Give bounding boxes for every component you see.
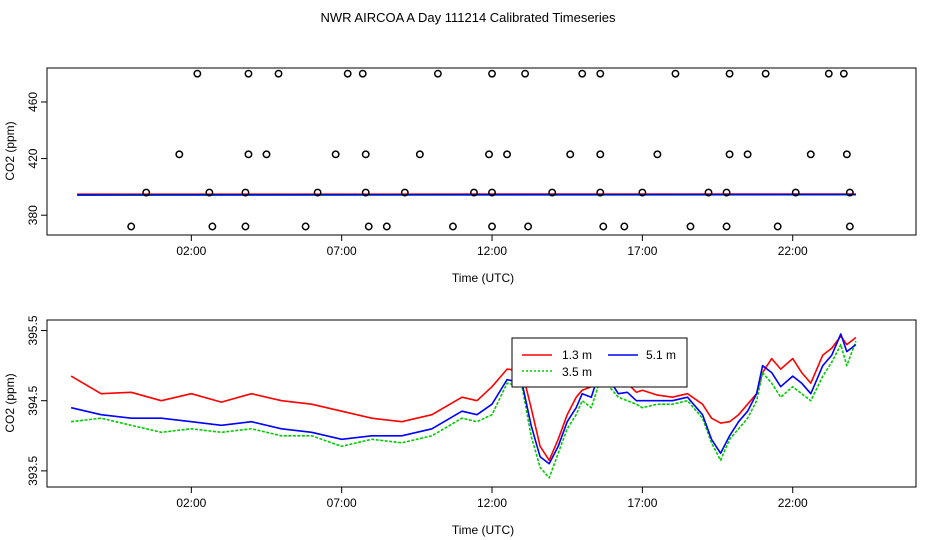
upper-y-tick-label: 420: [26, 148, 40, 168]
lower-x-tick-label: 17:00: [627, 496, 657, 510]
data-point: [470, 188, 478, 197]
legend: 1.3 m 5.1 m 3.5 m: [511, 337, 688, 388]
data-point: [761, 69, 770, 78]
data-point: [839, 69, 848, 78]
data-point: [845, 188, 854, 197]
data-point: [241, 222, 250, 231]
upper-y-tick-label: 460: [26, 92, 40, 112]
data-point: [127, 222, 136, 231]
data-point: [262, 150, 271, 159]
data-point: [244, 69, 253, 78]
data-point: [845, 222, 854, 231]
lower-y-tick-label: 394.5: [26, 385, 40, 415]
data-point: [566, 150, 575, 159]
data-point: [488, 188, 496, 197]
data-point: [521, 69, 530, 78]
data-point: [638, 188, 647, 197]
data-point: [620, 222, 629, 231]
data-point: [485, 150, 493, 159]
lower-x-tick-label: 12:00: [477, 496, 507, 510]
data-point: [433, 69, 442, 78]
data-point: [725, 69, 734, 78]
data-point: [361, 150, 370, 159]
data-point: [671, 69, 680, 78]
lower-plot-frame: [46, 319, 917, 488]
data-point: [208, 222, 217, 231]
data-point: [722, 222, 731, 231]
data-point: [244, 150, 253, 159]
lower-x-tick-label: 22:00: [778, 496, 808, 510]
data-point: [596, 69, 605, 78]
upper-x-tick-label: 22:00: [778, 244, 808, 258]
lower-series-line-3-5-m: [71, 340, 857, 479]
data-point: [343, 69, 352, 78]
lower-y-axis-label: CO2 (ppm): [3, 373, 17, 432]
data-point: [415, 150, 424, 159]
data-point: [806, 150, 815, 159]
data-point: [205, 188, 214, 197]
lower-series-line-5-1-m: [70, 333, 857, 465]
legend-box: [511, 337, 688, 388]
lower-x-axis-label: Time (UTC): [452, 523, 514, 537]
data-point: [448, 222, 457, 231]
lower-y-tick-label: 395.5: [26, 315, 40, 345]
data-point: [596, 150, 605, 159]
data-point: [241, 188, 250, 197]
data-point: [400, 188, 409, 197]
data-point: [503, 150, 512, 159]
lower-series-line-1-3-m: [70, 335, 857, 462]
data-point: [193, 69, 202, 78]
lower-y-tick-label: 393.5: [26, 456, 40, 486]
lower-axes: 02:00 07:00 12:00 17:00 22:00 393.5 394.5 395.5: [26, 315, 808, 510]
data-point: [175, 150, 184, 159]
data-point: [824, 69, 833, 78]
data-point: [722, 188, 731, 197]
lower-series-lines: [70, 333, 857, 479]
data-point: [686, 222, 695, 231]
data-point: [301, 222, 310, 231]
data-point: [313, 188, 322, 197]
data-point: [596, 188, 605, 197]
upper-plot-frame: [46, 67, 917, 236]
data-point: [791, 188, 800, 197]
data-point: [743, 150, 752, 159]
data-point: [488, 222, 496, 231]
legend-label-1-3m: 1.3 m: [562, 348, 592, 362]
upper-panel: 02:00 07:00 12:00 17:00 22:00 380 420 460 Time …: [3, 67, 917, 285]
data-point: [704, 188, 713, 197]
data-point: [548, 188, 557, 197]
upper-y-tick-label: 380: [26, 205, 40, 225]
data-point: [524, 222, 533, 231]
data-point: [842, 150, 851, 159]
data-point: [331, 150, 340, 159]
upper-x-tick-label: 17:00: [627, 244, 657, 258]
data-point: [578, 69, 587, 78]
data-point: [653, 150, 662, 159]
upper-x-axis-label: Time (UTC): [452, 271, 514, 285]
legend-label-3-5m: 3.5 m: [562, 365, 592, 379]
data-point: [773, 222, 782, 231]
upper-x-tick-label: 07:00: [327, 244, 357, 258]
lower-x-tick-label: 07:00: [327, 496, 357, 510]
data-point: [599, 222, 608, 231]
data-point: [142, 188, 151, 197]
data-point: [488, 69, 496, 78]
data-point: [382, 222, 391, 231]
data-point: [274, 69, 283, 78]
data-point: [358, 69, 367, 78]
figure-title: NWR AIRCOA A Day 111214 Calibrated Times…: [320, 10, 616, 25]
data-point: [364, 222, 373, 231]
lower-panel: 02:00 07:00 12:00 17:00 22:00 393.5 394.5 395.5…: [3, 315, 917, 537]
lower-x-tick-label: 02:00: [176, 496, 206, 510]
upper-x-tick-label: 12:00: [477, 244, 507, 258]
upper-axes: 02:00 07:00 12:00 17:00 22:00 380 420 460: [26, 92, 808, 258]
data-point: [361, 188, 370, 197]
legend-label-5-1m: 5.1 m: [646, 348, 676, 362]
data-point: [725, 150, 734, 159]
upper-x-tick-label: 02:00: [176, 244, 206, 258]
upper-data-points: [127, 69, 854, 231]
upper-series-lines: [77, 193, 856, 196]
upper-y-axis-label: CO2 (ppm): [3, 121, 17, 180]
